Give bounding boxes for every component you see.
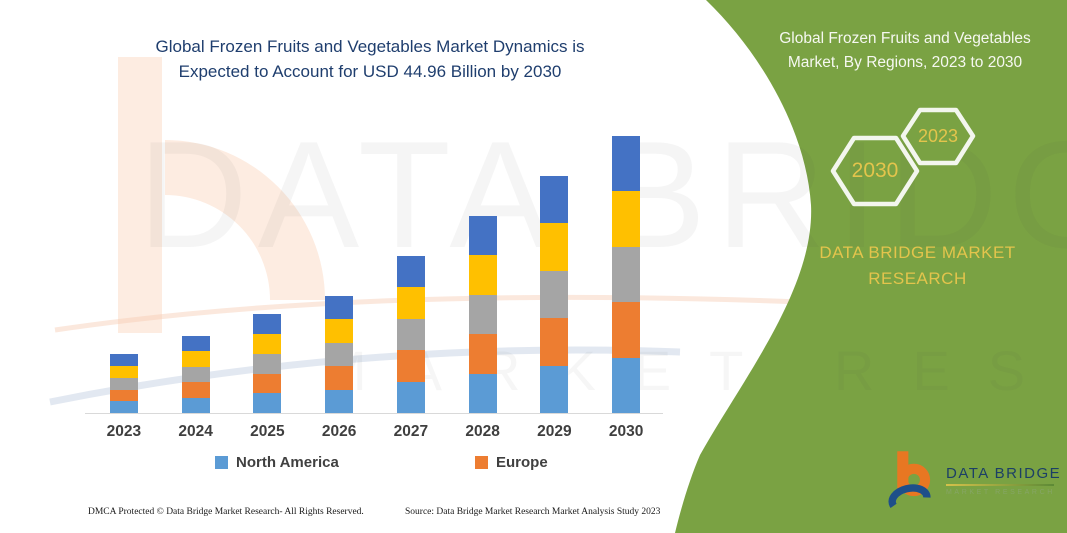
- bar-segment: [612, 191, 641, 247]
- bar-segment: [468, 373, 497, 413]
- bar-segment: [181, 397, 210, 413]
- bar-segment: [253, 373, 282, 394]
- x-axis-label-2028: 2028: [465, 423, 500, 440]
- bar-segment: [468, 255, 497, 295]
- dmca-footer-text: DMCA Protected © Data Bridge Market Rese…: [88, 507, 364, 517]
- bar-segment: [181, 366, 210, 383]
- x-axis-label-2030: 2030: [608, 423, 644, 440]
- bar-segment: [396, 255, 425, 288]
- stacked-bar-2024: [160, 336, 232, 413]
- panel-title-line1: Global Frozen Fruits and Vegetables: [779, 30, 1031, 47]
- stacked-bar-2027: [375, 255, 447, 413]
- bar-segment: [109, 401, 138, 413]
- bar-segment: [109, 389, 138, 402]
- stacked-bar-2023: [88, 354, 160, 413]
- bar-segment: [468, 334, 497, 374]
- bar-segment: [612, 302, 641, 358]
- bar-segment: [468, 215, 497, 256]
- chart-title: Global Frozen Fruits and Vegetables Mark…: [90, 34, 650, 84]
- bar-segment: [612, 135, 641, 192]
- source-footer-text: Source: Data Bridge Market Research Mark…: [405, 507, 661, 517]
- bar-segment: [325, 389, 354, 413]
- legend-label-europe: Europe: [496, 454, 548, 471]
- bar-segment: [612, 246, 641, 303]
- x-axis-label-2025: 2025: [250, 423, 285, 440]
- brand-text-line1: DATA BRIDGE MARKET: [819, 243, 1016, 262]
- x-axis-label-2026: 2026: [321, 423, 357, 440]
- logo-b-mark-icon: [888, 451, 931, 508]
- bar-segment: [325, 366, 354, 390]
- x-axis-labels: 2023 2024 2025 2026 2027 2028 2029 2030: [88, 423, 662, 445]
- bar-segment: [540, 365, 569, 413]
- stacked-bar-2028: [447, 215, 519, 413]
- bar-segment: [396, 381, 425, 413]
- bar-segment: [109, 354, 138, 367]
- x-axis-label-2024: 2024: [178, 423, 213, 440]
- stacked-bar-2025: [232, 314, 304, 413]
- logo-subtitle-text: MARKET RESEARCH: [946, 489, 1055, 496]
- bar-segment: [612, 357, 641, 413]
- stacked-bar-chart: [88, 123, 662, 413]
- bar-segment: [396, 350, 425, 382]
- stacked-bar-2029: [519, 175, 591, 413]
- x-axis-label-2029: 2029: [537, 423, 572, 440]
- legend-swatch-north-america: [215, 456, 228, 469]
- bar-segment: [109, 377, 138, 390]
- bar-segment: [325, 295, 354, 320]
- hexagon-year-2030: 2030: [851, 159, 899, 182]
- legend-item-europe: Europe: [475, 454, 548, 471]
- stacked-bar-2030: [590, 135, 662, 413]
- legend-item-north-america: North America: [215, 454, 339, 471]
- bar-segment: [253, 334, 282, 354]
- bar-segment: [109, 366, 138, 378]
- bar-segment: [253, 393, 282, 413]
- bar-segment: [253, 353, 282, 374]
- x-axis-label-2027: 2027: [393, 423, 429, 440]
- bar-segment: [253, 314, 282, 335]
- bar-segment: [181, 336, 210, 352]
- logo-name-text: DATA BRIDGE: [946, 465, 1062, 482]
- bar-segment: [325, 342, 354, 367]
- hexagon-year-2023: 2023: [917, 126, 959, 146]
- bar-segment: [468, 294, 497, 335]
- logo-underline: [946, 484, 1054, 486]
- bar-segment: [540, 175, 569, 224]
- hexagon-2030-icon: [830, 135, 920, 207]
- x-axis-label-2023: 2023: [106, 423, 142, 440]
- legend-swatch-europe: [475, 456, 488, 469]
- panel-title-line2: Market, By Regions, 2023 to 2030: [787, 54, 1023, 71]
- x-axis-line: [85, 413, 663, 414]
- bar-segment: [540, 223, 569, 271]
- data-bridge-logo: DATA BRIDGE MARKET RESEARCH: [888, 447, 1061, 511]
- legend-label-north-america: North America: [236, 454, 339, 471]
- bar-segment: [181, 351, 210, 367]
- chart-title-line1: Global Frozen Fruits and Vegetables Mark…: [155, 37, 585, 56]
- bar-segment: [396, 318, 425, 351]
- brand-text-line2: RESEARCH: [868, 269, 967, 288]
- stacked-bar-2026: [303, 295, 375, 413]
- bar-segment: [325, 319, 354, 343]
- bar-segment: [540, 270, 569, 319]
- bar-segment: [181, 382, 210, 398]
- bar-segment: [540, 318, 569, 366]
- panel-title: Global Frozen Fruits and Vegetables Mark…: [745, 27, 1065, 75]
- chart-title-line2: Expected to Account for USD 44.96 Billio…: [178, 62, 562, 81]
- bar-segment: [396, 287, 425, 319]
- hexagon-2023-icon: [900, 107, 976, 166]
